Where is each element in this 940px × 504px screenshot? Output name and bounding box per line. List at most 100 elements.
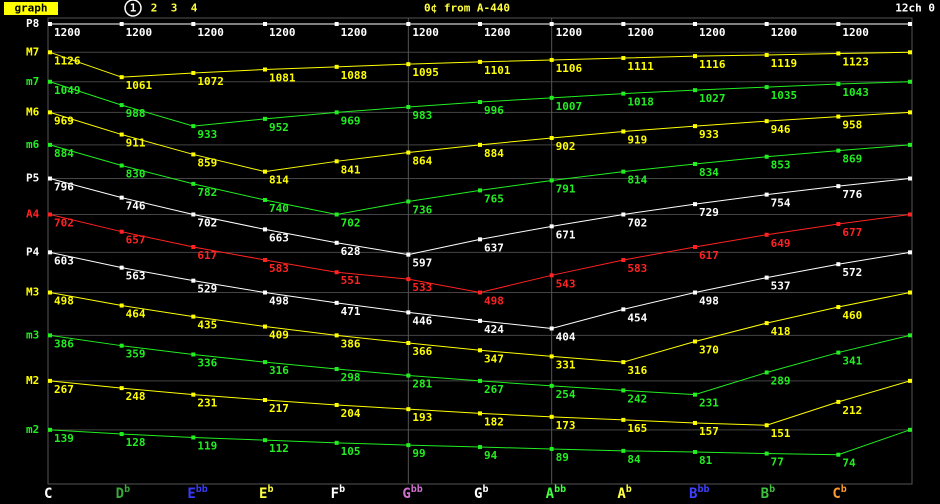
data-label: 84	[627, 453, 641, 466]
series-line	[49, 380, 911, 426]
data-label: 1200	[842, 26, 869, 39]
data-label: 1106	[556, 62, 583, 75]
data-point	[334, 64, 339, 69]
data-label: 988	[126, 107, 146, 120]
data-point	[191, 352, 196, 357]
data-point	[549, 383, 554, 388]
data-label: 105	[341, 445, 361, 458]
data-point	[693, 124, 697, 129]
data-label: 791	[556, 182, 576, 195]
data-point	[263, 397, 267, 402]
data-point	[908, 176, 912, 181]
data-label: 112	[269, 442, 289, 455]
data-point	[693, 244, 697, 249]
data-point	[908, 22, 912, 26]
data-label: 814	[627, 174, 647, 187]
graph-button-bg[interactable]	[4, 2, 58, 15]
data-label: 814	[269, 174, 289, 187]
data-point	[406, 277, 411, 282]
data-point	[693, 22, 697, 26]
data-label: 782	[197, 186, 217, 199]
data-label: 128	[126, 436, 146, 449]
data-label: 254	[556, 388, 576, 401]
data-point	[693, 54, 697, 59]
data-label: 424	[484, 323, 504, 336]
data-label: 702	[197, 216, 217, 229]
data-point	[764, 192, 769, 197]
data-point	[478, 100, 482, 105]
data-point	[908, 50, 912, 55]
data-label: 231	[699, 397, 719, 410]
data-label: 677	[842, 226, 862, 239]
data-point	[191, 124, 196, 129]
data-label: 386	[341, 337, 361, 350]
tab-active-ring	[124, 0, 142, 17]
data-point	[191, 244, 196, 249]
data-point	[334, 333, 339, 338]
data-label: 74	[842, 457, 856, 470]
data-point	[764, 423, 769, 428]
data-point	[764, 85, 769, 90]
x-tick-label: Cb	[832, 484, 846, 502]
x-tick-label: Bb	[761, 484, 775, 502]
data-point	[263, 22, 267, 26]
data-point	[621, 56, 626, 61]
tab[interactable]: 4	[191, 2, 198, 15]
data-point	[621, 307, 626, 312]
data-point	[549, 135, 554, 140]
data-point	[693, 202, 697, 207]
data-point	[48, 176, 52, 181]
data-point	[478, 188, 482, 193]
data-point	[693, 339, 697, 344]
data-label: 796	[54, 181, 74, 194]
data-point	[48, 22, 52, 26]
data-point	[263, 258, 267, 263]
data-point	[836, 305, 841, 310]
data-label: 551	[341, 274, 361, 287]
data-label: 289	[771, 374, 791, 387]
data-point	[693, 290, 697, 295]
tab[interactable]: 3	[171, 2, 178, 15]
y-tick-label: M2	[26, 374, 39, 387]
y-tick-label: M6	[26, 105, 40, 118]
data-label: 89	[556, 451, 569, 464]
data-point	[119, 132, 124, 137]
tab[interactable]: 1	[130, 2, 137, 15]
data-point	[334, 440, 339, 445]
data-point	[406, 443, 411, 448]
data-label: 736	[412, 203, 432, 216]
data-point	[478, 318, 482, 323]
data-label: 657	[126, 234, 146, 247]
data-point	[621, 448, 626, 453]
data-point	[191, 314, 196, 319]
data-label: 617	[699, 249, 719, 262]
data-label: 1200	[484, 26, 511, 39]
data-label: 139	[54, 432, 74, 445]
data-label: 902	[556, 140, 576, 153]
data-point	[549, 414, 554, 419]
data-label: 637	[484, 241, 504, 254]
tab[interactable]: 2	[151, 2, 158, 15]
data-label: 77	[771, 456, 784, 469]
data-point	[764, 275, 769, 280]
data-label: 119	[197, 439, 217, 452]
y-tick-label: m6	[26, 138, 40, 151]
y-tick-label: m2	[26, 423, 39, 436]
data-point	[764, 52, 769, 57]
data-point	[621, 388, 626, 393]
data-point	[48, 290, 52, 295]
data-label: 969	[341, 114, 361, 127]
data-label: 331	[556, 358, 576, 371]
graph-button[interactable]: graph	[14, 2, 47, 15]
data-label: 204	[341, 407, 361, 420]
data-point	[406, 373, 411, 378]
data-label: 165	[627, 422, 647, 435]
x-tick-label: Gb	[474, 484, 488, 502]
data-label: 952	[269, 121, 289, 134]
data-point	[478, 348, 482, 353]
data-point	[119, 432, 124, 437]
data-point	[263, 324, 267, 329]
data-point	[908, 333, 912, 338]
data-point	[406, 341, 411, 346]
data-point	[191, 278, 196, 283]
